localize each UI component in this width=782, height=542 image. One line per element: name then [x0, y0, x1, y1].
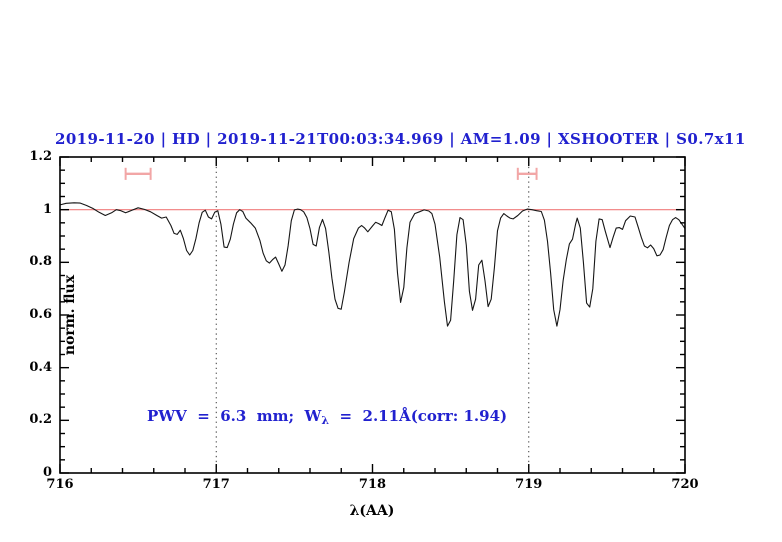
pwv-annotation-text: PWV = 6.3 mm; W	[147, 407, 322, 425]
x-tick-label: 719	[515, 477, 543, 492]
pwv-annotation-value: = 2.11Å(corr: 1.94)	[329, 407, 508, 425]
y-tick-label: 0.4	[29, 359, 52, 375]
y-tick-label: 0.6	[29, 307, 52, 322]
x-axis-label: λ(AA)	[349, 503, 395, 519]
y-tick-label: 1.2	[29, 149, 52, 164]
y-tick-label: 1	[42, 201, 52, 217]
x-tick-label: 717	[202, 477, 230, 492]
x-tick-label: 720	[671, 477, 699, 492]
lambda-subscript: λ	[321, 414, 330, 427]
x-tick-label: 716	[46, 477, 74, 492]
spectrum-line	[59, 202, 686, 327]
pwv-annotation: PWV = 6.3 mm; Wλ = 2.11Å(corr: 1.94)	[147, 407, 507, 427]
x-tick-label: 718	[358, 477, 387, 492]
y-tick-label: 0.8	[29, 254, 52, 270]
y-tick-label: 0.2	[29, 412, 52, 428]
y-axis-label: norm. flux	[62, 274, 78, 356]
y-tick-label: 0	[42, 465, 52, 480]
